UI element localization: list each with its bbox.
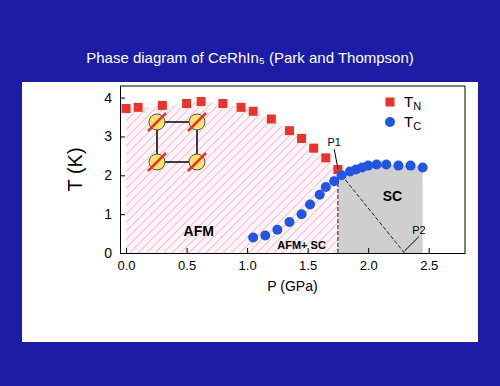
legend-symbol — [386, 98, 395, 107]
phase-area — [126, 102, 338, 253]
atom — [149, 114, 165, 130]
tick: 2.5 — [420, 248, 438, 273]
spin — [148, 113, 166, 131]
data-point — [284, 217, 294, 227]
data-point — [218, 99, 227, 108]
y-axis-title: T (K) — [64, 147, 86, 191]
tick-label: 1.5 — [299, 258, 317, 273]
atom — [189, 114, 205, 130]
chart: Phase diagram of CeRhIn₅ (Park and Thomp… — [0, 0, 500, 386]
series — [122, 97, 343, 174]
legend-label: TC — [404, 113, 421, 132]
tick: 2 — [104, 167, 125, 183]
tick-label: 0.5 — [178, 258, 196, 273]
data-point — [406, 161, 416, 171]
tick-label: 1.0 — [239, 258, 257, 273]
series — [248, 159, 427, 242]
data-point — [134, 103, 143, 112]
data-point — [122, 104, 131, 113]
tick-mark — [120, 175, 125, 176]
data-point — [249, 107, 258, 116]
data-point — [297, 134, 306, 143]
tick-label: 2.0 — [360, 258, 378, 273]
data-point — [248, 232, 258, 242]
tick-mark — [120, 98, 125, 99]
title: Phase diagram of CeRhIn₅ (Park and Thomp… — [86, 49, 414, 66]
annotation: P2 — [412, 224, 425, 236]
data-point — [158, 101, 167, 110]
tick-mark — [120, 214, 125, 215]
atom — [149, 154, 165, 170]
axis-line — [120, 87, 121, 254]
annotation: AFM — [184, 223, 214, 239]
tick-label: 3 — [104, 128, 112, 144]
tick-label: 2.5 — [420, 258, 438, 273]
annotation-pointer — [334, 149, 338, 168]
data-point — [372, 159, 382, 169]
data-point — [197, 97, 206, 106]
frame — [465, 86, 466, 253]
tick-label: 4 — [104, 90, 112, 106]
plot-area — [122, 97, 428, 253]
annotation: P1 — [328, 136, 341, 148]
data-point — [393, 161, 403, 171]
tick: 2.0 — [360, 248, 378, 273]
tick-mark — [126, 248, 127, 253]
spin-icon — [148, 113, 206, 171]
tick: 4 — [104, 90, 125, 106]
data-point — [285, 126, 294, 135]
data-point — [260, 231, 270, 241]
annotation-pointer — [404, 237, 419, 251]
tick-label: 2 — [104, 167, 112, 183]
y-axis: 0 1 2 3 4 — [104, 87, 125, 261]
data-point — [381, 159, 391, 169]
frame — [120, 86, 465, 87]
data-point — [305, 199, 315, 209]
background — [0, 0, 500, 386]
axis-line — [121, 253, 466, 254]
legend-label: TN — [404, 93, 421, 112]
data-point — [321, 153, 330, 162]
tick-mark — [120, 253, 125, 254]
tick: 0.5 — [178, 248, 196, 273]
data-point — [297, 209, 307, 219]
tick: 3 — [104, 128, 125, 144]
tick: 0 — [104, 245, 125, 261]
tick-mark — [247, 248, 248, 253]
spin — [188, 113, 206, 131]
tick-label: 1 — [104, 206, 112, 222]
data-point — [182, 99, 191, 108]
data-point — [309, 144, 318, 153]
data-point — [418, 163, 428, 173]
annotation: SC — [383, 188, 402, 204]
legend-symbol — [385, 117, 395, 127]
tick: 1.5 — [299, 248, 317, 273]
data-point — [321, 182, 331, 192]
tick: 1 — [104, 206, 125, 222]
tick-mark — [120, 136, 125, 137]
panel — [22, 82, 478, 342]
tick-mark — [187, 248, 188, 253]
annotation: AFM+ SC — [277, 239, 326, 251]
x-axis: 0.0 0.5 1.0 1.5 2.0 2.5 — [118, 248, 466, 273]
data-point — [272, 225, 282, 235]
data-point — [267, 115, 276, 124]
atom — [189, 154, 205, 170]
boundary-line — [338, 171, 405, 253]
tick-label: 0 — [104, 245, 112, 261]
tick-label: 0.0 — [118, 258, 136, 273]
spin — [188, 153, 206, 171]
tick-mark — [429, 248, 430, 253]
tick: 1.0 — [239, 248, 257, 273]
data-point — [363, 161, 373, 171]
spin — [148, 153, 166, 171]
legend: TNTC — [385, 93, 421, 132]
x-axis-title: P (GPa) — [267, 278, 317, 294]
tick-mark — [368, 248, 369, 253]
data-point — [237, 103, 246, 112]
